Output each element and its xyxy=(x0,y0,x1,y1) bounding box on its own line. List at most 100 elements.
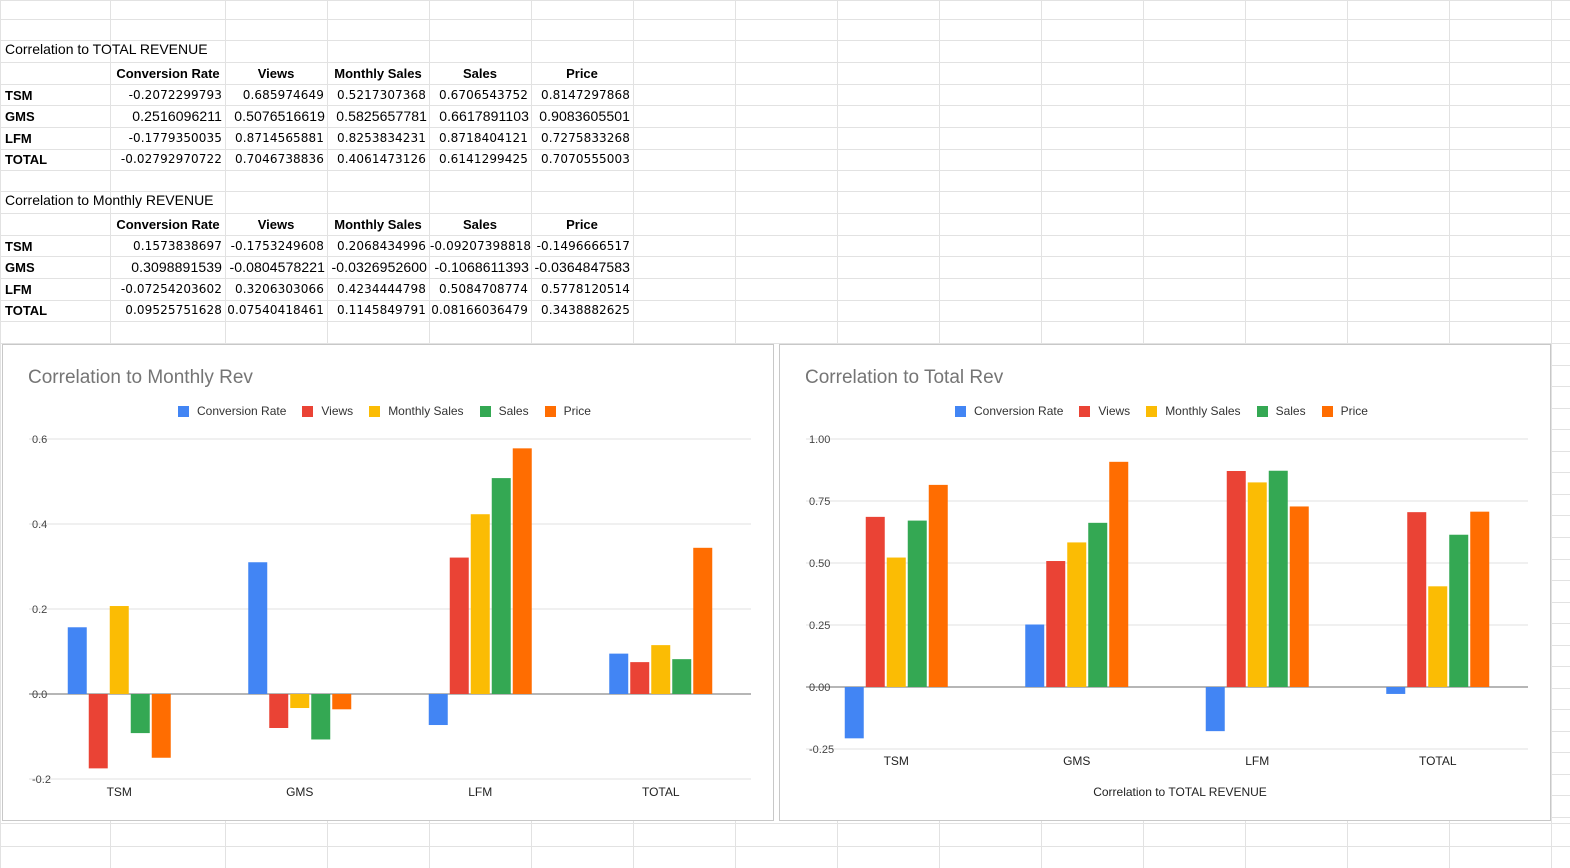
legend-item[interactable]: Conversion Rate xyxy=(955,404,1063,418)
table-cell[interactable]: 0.8147297868 xyxy=(541,88,630,102)
legend-item[interactable]: Conversion Rate xyxy=(178,404,286,418)
bar[interactable] xyxy=(1226,470,1246,687)
column-header[interactable]: Price xyxy=(566,217,598,232)
table-cell[interactable]: 0.685974649 xyxy=(242,88,324,102)
bar[interactable] xyxy=(886,557,906,687)
bar[interactable] xyxy=(844,687,864,739)
chart-plot-area[interactable]: 0.6 0.4 0.2 0.0 -0.2 TSM GMS LFM TOTAL xyxy=(3,345,773,820)
table-cell[interactable]: 0.5825657781 xyxy=(336,108,427,124)
bar[interactable] xyxy=(1025,624,1045,687)
bar[interactable] xyxy=(1109,461,1129,687)
bar[interactable] xyxy=(1407,512,1427,687)
table-cell[interactable]: 0.6706543752 xyxy=(439,88,528,102)
table-cell[interactable]: 0.8253834231 xyxy=(337,131,426,145)
bar[interactable] xyxy=(88,694,108,769)
table-cell[interactable]: 0.07540418461 xyxy=(227,303,324,317)
chart-total-rev[interactable]: Correlation to Total Rev Conversion Rate… xyxy=(779,344,1551,821)
legend-item[interactable]: Price xyxy=(1321,404,1368,418)
bar[interactable] xyxy=(1205,687,1225,732)
bar[interactable] xyxy=(928,484,948,687)
bar[interactable] xyxy=(1088,522,1108,687)
table-cell[interactable]: 0.2516096211 xyxy=(132,108,222,124)
column-header[interactable]: Sales xyxy=(463,217,497,232)
table-cell[interactable]: 0.3206303066 xyxy=(235,282,324,296)
legend-item[interactable]: Sales xyxy=(479,404,529,418)
bar[interactable] xyxy=(1067,542,1087,687)
row-label[interactable]: GMS xyxy=(5,109,35,124)
legend-item[interactable]: Views xyxy=(1079,404,1130,418)
table-cell[interactable]: -0.2072299793 xyxy=(128,88,222,102)
legend-item[interactable]: Monthly Sales xyxy=(369,404,464,418)
bar[interactable] xyxy=(1046,561,1066,687)
bar[interactable] xyxy=(512,448,532,694)
bar[interactable] xyxy=(269,694,289,728)
row-label[interactable]: TSM xyxy=(5,88,33,103)
row-label[interactable]: LFM xyxy=(5,282,32,297)
bar[interactable] xyxy=(67,627,87,694)
table-cell[interactable]: 0.8718404121 xyxy=(439,131,528,145)
legend-item[interactable]: Sales xyxy=(1256,404,1306,418)
table-cell[interactable]: 0.4061473126 xyxy=(337,152,426,166)
chart-plot-area[interactable]: 1.00 0.75 0.50 0.25 0.00 -0.25 TSM GMS LFM TOTAL xyxy=(780,345,1550,820)
table-cell[interactable]: -0.07254203602 xyxy=(120,282,222,296)
table-cell[interactable]: 0.1145849791 xyxy=(337,303,426,317)
chart-legend[interactable]: Conversion Rate Views Monthly Sales Sale… xyxy=(178,404,607,418)
table-cell[interactable]: 0.5778120514 xyxy=(541,282,630,296)
bar[interactable] xyxy=(1289,506,1309,687)
bar[interactable] xyxy=(109,606,129,694)
legend-item[interactable]: Views xyxy=(302,404,353,418)
bar[interactable] xyxy=(1470,511,1490,687)
column-header[interactable]: Conversion Rate xyxy=(116,66,220,81)
chart-legend[interactable]: Conversion Rate Views Monthly Sales Sale… xyxy=(955,404,1384,418)
bar[interactable] xyxy=(491,478,511,694)
table-cell[interactable]: -0.02792970722 xyxy=(120,152,222,166)
table-cell[interactable]: -0.1496666517 xyxy=(536,239,630,253)
table-cell[interactable]: 0.8714565881 xyxy=(235,131,324,145)
table-cell[interactable]: 0.3438882625 xyxy=(541,303,630,317)
bar[interactable] xyxy=(1449,534,1469,687)
table-cell[interactable]: -0.09207398818 xyxy=(430,239,531,253)
table-cell[interactable]: 0.7275833268 xyxy=(541,131,630,145)
bar[interactable] xyxy=(332,694,352,710)
column-header[interactable]: Views xyxy=(257,66,295,81)
bar[interactable] xyxy=(311,694,331,740)
bar[interactable] xyxy=(1268,470,1288,687)
bar[interactable] xyxy=(151,694,171,758)
table-cell[interactable]: 0.6141299425 xyxy=(439,152,528,166)
table-cell[interactable]: 0.6617891103 xyxy=(439,108,529,124)
bar[interactable] xyxy=(630,662,650,694)
table-cell[interactable]: -0.0804578221 xyxy=(229,259,325,275)
table-cell[interactable]: 0.1573838697 xyxy=(133,239,222,253)
column-header[interactable]: Sales xyxy=(463,66,497,81)
legend-item[interactable]: Price xyxy=(544,404,591,418)
bar[interactable] xyxy=(609,653,629,694)
table-cell[interactable]: -0.1753249608 xyxy=(230,239,324,253)
table-cell[interactable]: 0.5076516619 xyxy=(234,108,325,124)
bar[interactable] xyxy=(290,694,310,709)
column-header[interactable]: Monthly Sales xyxy=(334,66,422,81)
table-cell[interactable]: -0.0326952600 xyxy=(331,259,427,275)
bar[interactable] xyxy=(1247,482,1267,687)
bar[interactable] xyxy=(865,516,885,687)
bar[interactable] xyxy=(651,645,671,694)
column-header[interactable]: Price xyxy=(566,66,598,81)
column-header[interactable]: Conversion Rate xyxy=(116,217,220,232)
bar[interactable] xyxy=(672,659,692,694)
table-cell[interactable]: 0.3098891539 xyxy=(131,259,222,275)
row-label[interactable]: TSM xyxy=(5,239,33,254)
table-cell[interactable]: -0.1068611393 xyxy=(434,259,529,275)
table-cell[interactable]: 0.09525751628 xyxy=(125,303,222,317)
table-cell[interactable]: -0.0364847583 xyxy=(534,259,630,275)
table-cell[interactable]: 0.9083605501 xyxy=(539,108,630,124)
bar[interactable] xyxy=(1428,586,1448,687)
chart-monthly-rev[interactable]: Correlation to Monthly Rev Conversion Ra… xyxy=(2,344,774,821)
table-cell[interactable]: 0.4234444798 xyxy=(337,282,426,296)
table-cell[interactable]: 0.5084708774 xyxy=(439,282,528,296)
table-cell[interactable]: 0.7070555003 xyxy=(541,152,630,166)
table-cell[interactable]: 0.08166036479 xyxy=(431,303,528,317)
table-cell[interactable]: 0.2068434996 xyxy=(337,239,426,253)
column-header[interactable]: Monthly Sales xyxy=(334,217,422,232)
table-cell[interactable]: 0.7046738836 xyxy=(235,152,324,166)
table-cell[interactable]: -0.1779350035 xyxy=(128,131,222,145)
bar[interactable] xyxy=(470,514,490,694)
